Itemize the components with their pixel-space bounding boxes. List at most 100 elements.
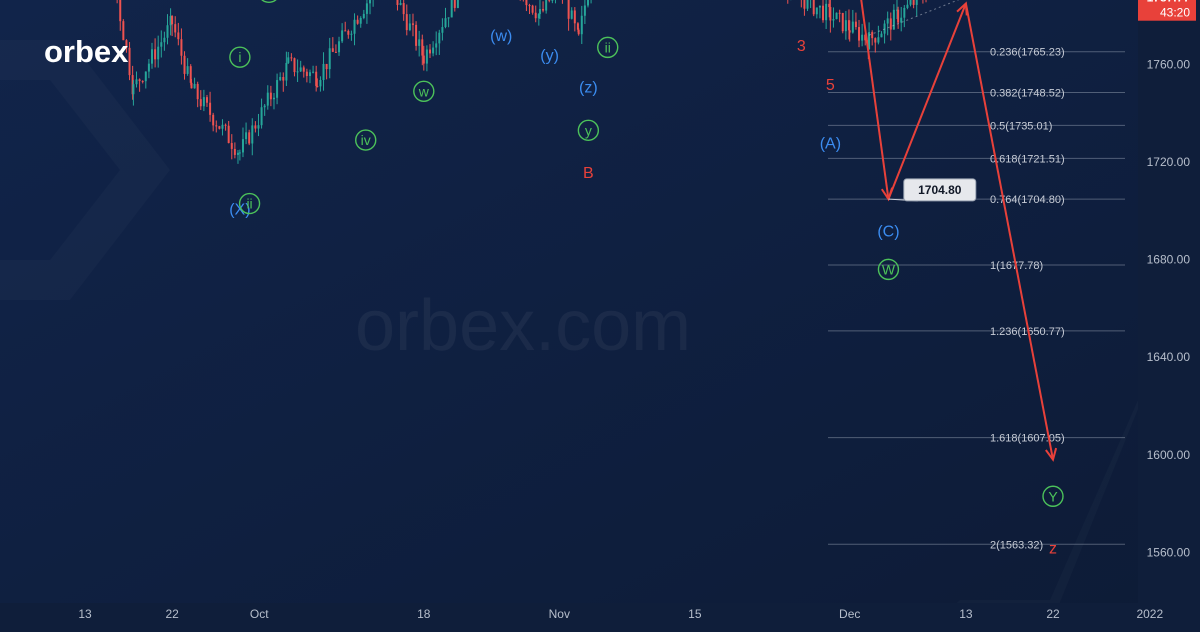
- candle-body: [334, 51, 337, 53]
- candle-body: [299, 67, 302, 72]
- candle-body: [868, 32, 871, 50]
- price-axis[interactable]: 1560.00 1600.00 1640.00 1680.00 1720.00 1760.…: [1138, 0, 1200, 603]
- candle-body: [119, 0, 122, 22]
- time-tick-label: 18: [417, 607, 431, 621]
- candle-body: [285, 62, 288, 81]
- wave-label-circle: [877, 258, 900, 281]
- candle-body: [135, 79, 138, 85]
- candle-body: [432, 47, 435, 54]
- candle-body: [266, 92, 269, 106]
- candle-body: [186, 66, 189, 74]
- candle-body: [356, 19, 359, 24]
- candle-body: [421, 39, 424, 56]
- candle-body: [193, 83, 196, 89]
- candle-body: [238, 152, 241, 154]
- candle-body: [312, 71, 315, 73]
- candle-body: [236, 152, 239, 155]
- candle-body: [269, 92, 272, 100]
- candle-body: [411, 23, 414, 25]
- wave-label-circle: [261, 0, 277, 3]
- candle-body: [580, 15, 583, 35]
- candle-body: [209, 102, 212, 115]
- candle-body: [861, 34, 864, 41]
- candle-body: [537, 14, 540, 19]
- fib-label: 2(1563.32): [990, 539, 1043, 551]
- candle-body: [806, 0, 809, 9]
- candle-body: [828, 3, 831, 8]
- candle-body: [444, 18, 447, 28]
- candle-body: [848, 30, 851, 33]
- candle-body: [567, 0, 570, 19]
- candle-body: [818, 5, 821, 8]
- candle-body: [151, 49, 153, 64]
- wave-label-circle: [413, 80, 435, 102]
- candle-body: [230, 143, 233, 149]
- candle-body: [577, 29, 580, 35]
- candle-body: [227, 125, 230, 144]
- wave-label: i: [238, 49, 241, 65]
- candle-body: [128, 47, 131, 76]
- candle-body: [212, 114, 215, 126]
- candle-body: [822, 5, 825, 21]
- candle-body: [316, 85, 319, 87]
- candle-body: [319, 80, 322, 87]
- candle-body: [583, 5, 586, 16]
- forecast-arrow-line: [964, 3, 1054, 460]
- candle-body: [408, 23, 411, 31]
- candle-body: [224, 124, 227, 126]
- candle-body: [886, 18, 889, 24]
- price-tick-label: 1560.00: [1147, 545, 1191, 559]
- candle-body: [531, 5, 534, 13]
- candle-body: [362, 13, 365, 18]
- candle-body: [221, 124, 224, 129]
- candle-body: [447, 17, 450, 19]
- candle-body: [369, 0, 372, 4]
- candle-body: [154, 49, 157, 60]
- candlesticks: [116, 0, 927, 164]
- candle-body: [287, 57, 290, 63]
- candle-body: [889, 18, 892, 30]
- forecast-arrow-line: [887, 3, 967, 200]
- forecast-arrows: 1704.80: [860, 0, 1058, 462]
- time-tick-label: Nov: [549, 607, 570, 621]
- candle-body: [296, 71, 299, 73]
- time-tick-label: 22: [1046, 607, 1060, 621]
- candle-body: [906, 4, 909, 8]
- wave-label: (C): [877, 223, 899, 240]
- price-tick-label: 1680.00: [1147, 253, 1191, 267]
- candle-body: [438, 32, 441, 44]
- time-tick-label: 13: [78, 607, 92, 621]
- candle-body: [353, 19, 356, 34]
- candle-body: [257, 125, 260, 129]
- candle-body: [864, 34, 867, 41]
- candle-body: [190, 82, 193, 89]
- candle-body: [838, 12, 841, 14]
- candle-body: [322, 63, 325, 81]
- price-axis-panel: [1138, 0, 1200, 603]
- candle-body: [205, 97, 208, 103]
- candle-body: [241, 139, 244, 153]
- candle-body: [399, 3, 402, 5]
- candle-body: [573, 10, 576, 24]
- fib-label: 0.618(1721.51): [990, 153, 1065, 165]
- time-axis[interactable]: 13 22 Oct 18 Nov 15 Dec 13 22 2022: [0, 603, 1200, 627]
- candle-body: [570, 10, 573, 19]
- candle-body: [272, 97, 275, 100]
- candle-body: [233, 148, 236, 155]
- candle-body: [276, 80, 279, 98]
- candle-body: [396, 0, 399, 5]
- candle-body: [171, 16, 174, 25]
- candle-body: [183, 55, 186, 74]
- wave-label: 3: [797, 38, 806, 55]
- wave-label: y: [585, 122, 592, 138]
- candle-body: [803, 0, 806, 9]
- candle-body: [892, 9, 895, 30]
- candle-body: [528, 5, 531, 7]
- watermark-text: orbex.com: [355, 286, 691, 366]
- wave-label: B: [583, 165, 594, 182]
- wave-labels: (W)(X)iiiiiiivvAwx(w)(x)(y)(x)(z)yBiiiii…: [229, 0, 1064, 557]
- candle-body: [586, 0, 589, 6]
- candle-body: [858, 27, 861, 41]
